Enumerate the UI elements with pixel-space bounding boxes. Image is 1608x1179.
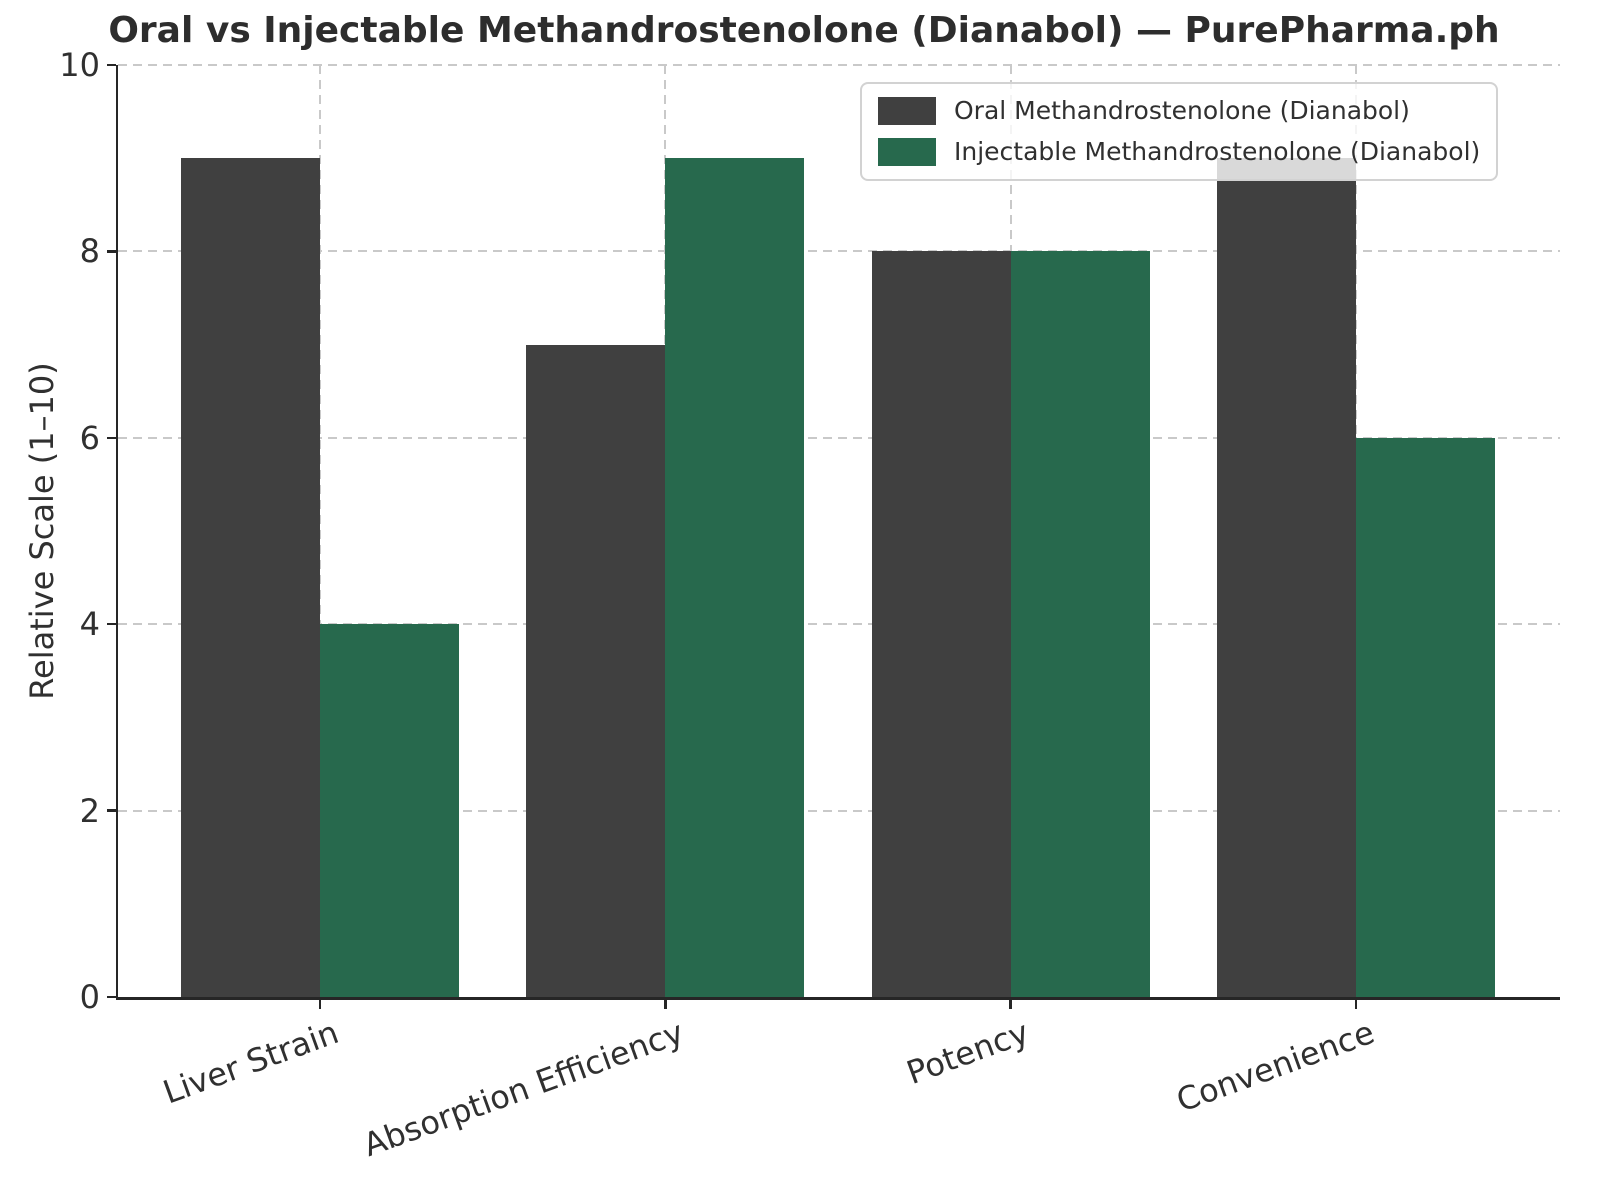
x-tick-mark xyxy=(1354,999,1358,1009)
y-axis-spine xyxy=(115,65,118,1000)
y-tick-label-text: 8 xyxy=(79,232,100,271)
x-axis-spine xyxy=(115,997,1560,1000)
v-gridline xyxy=(319,65,322,997)
h-gridline xyxy=(118,623,1560,626)
legend-item: Injectable Methandrostenolone (Dianabol) xyxy=(878,137,1480,167)
bar-oral-2 xyxy=(871,251,1011,997)
y-tick-label-text: 10 xyxy=(59,46,100,84)
y-tick-mark xyxy=(106,995,116,999)
x-tick-label-text: Convenience xyxy=(1171,1013,1380,1120)
y-tick-mark xyxy=(106,809,116,812)
bar-injectable-0 xyxy=(320,624,460,997)
bar-injectable-1 xyxy=(665,158,805,997)
bar-injectable-3 xyxy=(1356,437,1496,997)
x-tick-mark xyxy=(318,999,322,1009)
x-tick-mark xyxy=(664,999,667,1009)
y-tick-label-text: 6 xyxy=(79,418,100,457)
legend: Oral Methandrostenolone (Dianabol) Inject… xyxy=(860,82,1499,181)
y-tick-mark xyxy=(106,250,116,253)
bar-oral-0 xyxy=(181,158,321,997)
bar-oral-3 xyxy=(1217,158,1357,997)
y-tick-mark xyxy=(106,622,116,626)
h-gridline xyxy=(118,809,1560,812)
bar-injectable-2 xyxy=(1010,251,1150,997)
legend-swatch-icon xyxy=(878,138,936,166)
chart-title: Oral vs Injectable Methandrostenolone (D… xyxy=(108,10,1500,51)
x-tick-mark xyxy=(1009,999,1012,1009)
legend-label: Injectable Methandrostenolone (Dianabol) xyxy=(954,137,1481,166)
legend-label: Oral Methandrostenolone (Dianabol) xyxy=(954,96,1410,125)
h-gridline xyxy=(118,436,1560,439)
legend-item: Oral Methandrostenolone (Dianabol) xyxy=(878,96,1480,126)
y-tick-mark xyxy=(106,436,116,440)
y-tick-label-text: 4 xyxy=(79,605,100,644)
legend-swatch-icon xyxy=(878,97,936,125)
h-gridline xyxy=(118,64,1560,66)
y-axis-label: Relative Scale (1–10) xyxy=(23,362,61,700)
y-tick-label-text: 0 xyxy=(79,978,100,1016)
y-tick-mark xyxy=(106,63,116,67)
h-gridline xyxy=(118,250,1560,253)
bar-oral-1 xyxy=(526,344,666,997)
y-tick-label-text: 2 xyxy=(79,791,100,830)
x-tick-label-text: Absorption Efficiency xyxy=(358,1013,689,1165)
x-tick-label-text: Liver Strain xyxy=(157,1013,344,1112)
x-tick-label-text: Potency xyxy=(901,1013,1034,1093)
